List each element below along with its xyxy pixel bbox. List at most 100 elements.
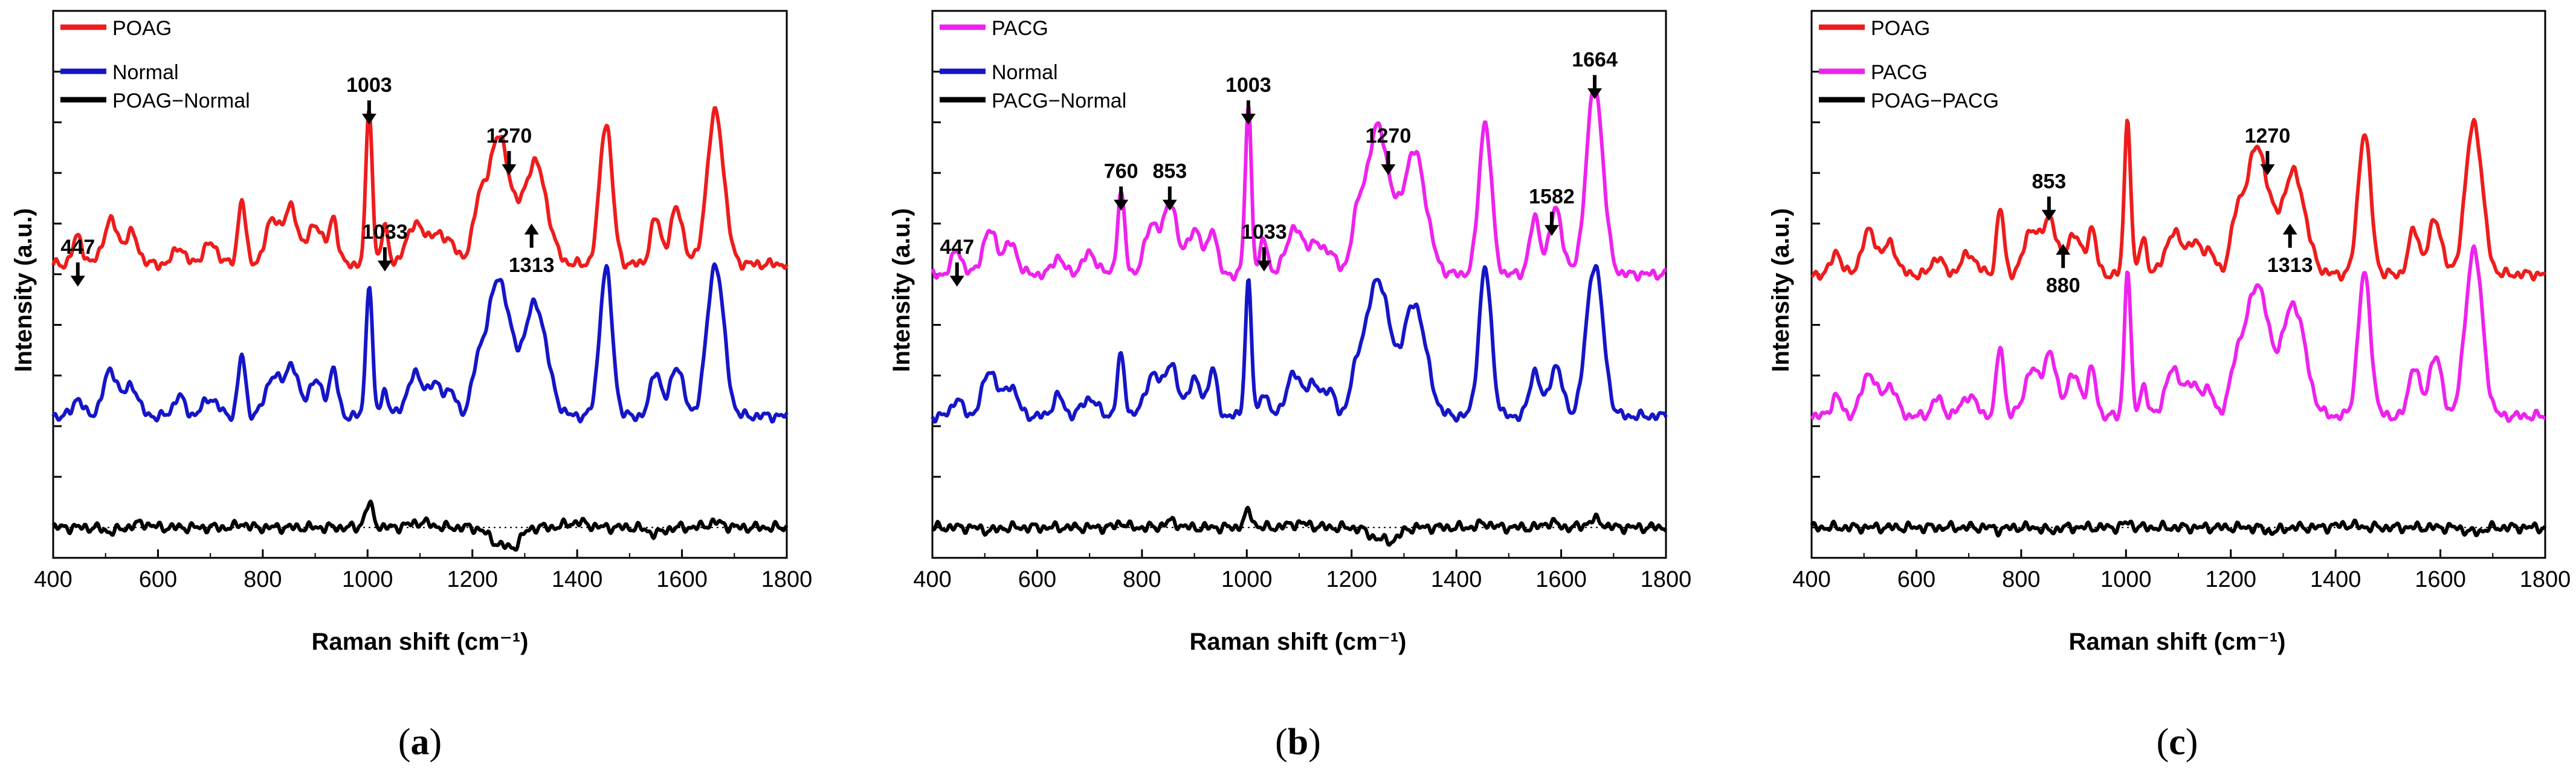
annotation-arrow-head-a-1270 — [502, 164, 517, 175]
plot-c: 400 600 800 1000 1200 1400 1600 1800 853 1270 880 1… — [1792, 10, 2571, 592]
annotation-arrow-head-c-880 — [2056, 244, 2071, 255]
ylabel-b: Intensity (a.u.) — [888, 208, 915, 372]
xlabel-a: Raman shift (cm⁻¹) — [312, 629, 529, 655]
annotation-label-b-1664: 1664 — [1572, 48, 1618, 71]
annotation-arrow-head-a-447 — [70, 276, 85, 287]
series-line-c-1 — [1810, 118, 2546, 282]
caption-open-c: ( — [2157, 722, 2169, 763]
legend-label-c-2: PACG — [1871, 61, 1928, 84]
series-line-c-3 — [1810, 519, 2547, 538]
legend-label-c-1: POAG — [1871, 17, 1930, 40]
legend-b: PACG Normal PACG−Normal — [940, 17, 1126, 112]
legend-item-c-2: PACG — [1819, 61, 1928, 84]
series-line-a-2 — [51, 262, 789, 424]
annotation-b-1582: 1582 — [1529, 185, 1575, 236]
annotation-label-b-853: 853 — [1152, 160, 1187, 183]
annotation-b-1033: 1033 — [1241, 221, 1287, 272]
panel-a: Intensity (a.u.) Raman shift (cm⁻¹) 400 6… — [10, 10, 813, 763]
x-tick-label-a-1400: 1400 — [552, 567, 603, 592]
annotation-label-c-880: 880 — [2046, 274, 2080, 297]
annotation-arrow-head-b-447 — [949, 276, 964, 287]
legend-label-a-2: Normal — [112, 61, 179, 84]
annotation-label-b-1033: 1033 — [1241, 221, 1287, 244]
x-tick-label-a-1800: 1800 — [761, 567, 813, 592]
x-tick-label-a-1000: 1000 — [342, 567, 393, 592]
annotation-arrow-head-b-1033 — [1256, 260, 1271, 272]
legend-label-a-3: POAG−Normal — [112, 89, 250, 112]
annotation-c-853: 853 — [2032, 170, 2066, 221]
x-tick-label-b-600: 600 — [1018, 567, 1056, 592]
annotation-b-1270: 1270 — [1366, 125, 1412, 175]
caption-close-b: ) — [1308, 722, 1321, 763]
annotation-b-447: 447 — [940, 236, 974, 287]
legend-item-b-2: Normal — [940, 61, 1058, 84]
xlabel-c: Raman shift (cm⁻¹) — [2069, 629, 2286, 655]
annotation-label-a-1033: 1033 — [362, 221, 408, 244]
x-tick-label-c-1000: 1000 — [2100, 567, 2152, 592]
caption-letter-c: c — [2169, 722, 2186, 763]
series-line-b-1 — [931, 88, 1667, 282]
annotation-a-1003: 1003 — [346, 74, 392, 125]
panel-caption-a: (a) — [398, 722, 442, 763]
legend-item-a-3: POAG−Normal — [60, 89, 250, 112]
annotation-a-447: 447 — [60, 236, 95, 287]
panel-caption-c: (c) — [2157, 722, 2198, 763]
x-tick-label-b-1800: 1800 — [1641, 567, 1692, 592]
annotation-b-1664: 1664 — [1572, 48, 1618, 100]
xlabel-b: Raman shift (cm⁻¹) — [1190, 629, 1407, 655]
annotation-label-c-853: 853 — [2032, 170, 2066, 193]
x-tick-label-c-1400: 1400 — [2310, 567, 2361, 592]
caption-letter-a: a — [411, 722, 430, 763]
annotation-c-880: 880 — [2046, 244, 2080, 297]
plot-a: 400 600 800 1000 1200 1400 1600 1800 447 1003 1270… — [34, 10, 813, 592]
annotation-arrow-head-b-1003 — [1241, 114, 1256, 125]
legend-label-b-3: PACG−Normal — [992, 89, 1126, 112]
annotation-b-1003: 1003 — [1225, 74, 1271, 125]
x-tick-label-a-800: 800 — [244, 567, 282, 592]
annotation-arrow-head-b-1582 — [1544, 225, 1559, 236]
annotation-label-b-1003: 1003 — [1225, 74, 1271, 97]
x-tick-label-b-1600: 1600 — [1535, 567, 1587, 592]
legend-label-c-3: POAG−PACG — [1871, 89, 1999, 112]
annotation-label-b-447: 447 — [940, 236, 974, 259]
x-tick-label-c-600: 600 — [1897, 567, 1935, 592]
annotation-a-1313: 1313 — [509, 223, 555, 277]
legend-a: POAG Normal POAG−Normal — [60, 17, 250, 112]
caption-close-a: ) — [430, 722, 442, 763]
annotation-arrow-head-c-853 — [2041, 210, 2056, 221]
caption-open-b: ( — [1275, 722, 1288, 763]
ylabel-a: Intensity (a.u.) — [10, 208, 37, 372]
series-line-a-1 — [51, 106, 789, 271]
ylabel-c: Intensity (a.u.) — [1767, 208, 1794, 372]
caption-close-c: ) — [2186, 722, 2198, 763]
annotation-arrow-head-b-1664 — [1587, 88, 1603, 100]
series-line-b-2 — [931, 264, 1668, 424]
x-tick-label-c-1200: 1200 — [2205, 567, 2256, 592]
annotation-label-c-1270: 1270 — [2245, 125, 2291, 147]
annotation-label-a-1003: 1003 — [346, 74, 392, 97]
annotation-arrow-head-a-1033 — [377, 260, 392, 272]
x-tick-label-b-1400: 1400 — [1431, 567, 1482, 592]
panel-c: Intensity (a.u.) Raman shift (cm⁻¹) 400 6… — [1767, 10, 2571, 763]
annotation-label-b-1270: 1270 — [1366, 125, 1412, 147]
annotation-arrow-head-a-1313 — [524, 223, 539, 234]
annotation-arrow-head-c-1270 — [2260, 164, 2275, 175]
series-line-a-3 — [51, 499, 789, 552]
caption-open-a: ( — [398, 722, 411, 763]
annotation-label-a-447: 447 — [60, 236, 95, 259]
legend-item-b-3: PACG−Normal — [940, 89, 1126, 112]
x-tick-label-a-600: 600 — [139, 567, 177, 592]
annotation-b-760: 760 — [1104, 160, 1138, 211]
legend-label-a-1: POAG — [112, 17, 172, 40]
legend-c: POAG PACG POAG−PACG — [1819, 17, 1999, 112]
annotation-c-1270: 1270 — [2245, 125, 2291, 175]
x-tick-label-a-1600: 1600 — [656, 567, 708, 592]
x-tick-label-c-1600: 1600 — [2415, 567, 2466, 592]
plot-b: 400 600 800 1000 1200 1400 1600 1800 447 760 853 10… — [913, 10, 1692, 592]
x-tick-label-b-400: 400 — [913, 567, 951, 592]
annotation-b-853: 853 — [1152, 160, 1187, 211]
legend-item-c-1: POAG — [1819, 17, 1930, 40]
legend-item-a-2: Normal — [60, 61, 179, 84]
legend-label-b-1: PACG — [992, 17, 1048, 40]
